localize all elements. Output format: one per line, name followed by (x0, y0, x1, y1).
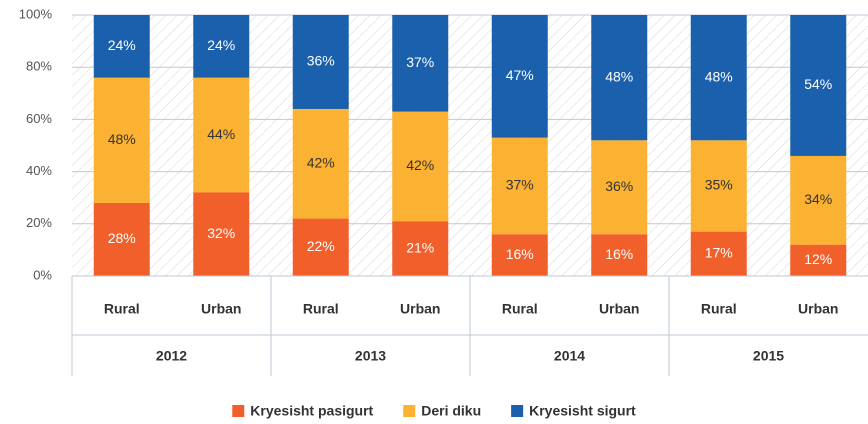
data-label: 42% (406, 157, 434, 173)
bar-segment (790, 15, 847, 156)
group-label: 2015 (753, 348, 784, 364)
bar-segment (392, 221, 449, 276)
x-tick-label: Rural (303, 301, 339, 317)
data-label: 16% (506, 246, 534, 262)
bar-segment (591, 234, 648, 276)
data-label: 24% (207, 37, 235, 53)
data-label: 17% (705, 245, 733, 261)
data-label: 28% (108, 230, 136, 246)
data-label: 12% (804, 251, 832, 267)
x-tick-label: Rural (502, 301, 538, 317)
bar-segment (790, 155, 847, 245)
data-label: 48% (705, 68, 733, 84)
x-tick-label: Rural (104, 301, 140, 317)
bar-segment (392, 111, 449, 222)
group-label: 2012 (156, 348, 187, 364)
group-label: 2013 (355, 348, 386, 364)
x-tick-label: Urban (599, 301, 639, 317)
x-tick-label: Urban (798, 301, 838, 317)
y-tick-label: 40% (26, 163, 52, 178)
x-tick-label: Urban (400, 301, 440, 317)
bar-segment (193, 77, 250, 193)
legend-swatch (511, 405, 524, 417)
x-tick-label: Rural (701, 301, 737, 317)
bar-segment (491, 137, 548, 235)
data-label: 22% (307, 238, 335, 254)
data-label: 21% (406, 239, 434, 255)
data-label: 35% (705, 177, 733, 193)
data-label: 37% (406, 54, 434, 70)
legend-label: Kryesisht sigurt (529, 403, 636, 419)
group-label: 2014 (554, 348, 585, 364)
bar-segment (93, 202, 150, 276)
bar-segment (491, 234, 548, 276)
plot-background (72, 15, 868, 276)
data-label: 32% (207, 225, 235, 241)
bar-segment (690, 231, 747, 276)
y-tick-label: 100% (19, 6, 53, 21)
y-tick-label: 20% (26, 215, 52, 230)
data-label: 47% (506, 67, 534, 83)
bar-segment (491, 15, 548, 138)
bar-segment (93, 15, 150, 78)
data-label: 42% (307, 154, 335, 170)
data-label: 48% (605, 68, 633, 84)
data-label: 54% (804, 76, 832, 92)
data-label: 48% (108, 131, 136, 147)
data-label: 36% (605, 178, 633, 194)
y-tick-label: 0% (33, 267, 52, 282)
bar-segment (292, 15, 349, 109)
bar-segment (292, 108, 349, 219)
x-tick-label: Urban (201, 301, 241, 317)
legend-label: Kryesisht pasigurt (250, 403, 373, 419)
y-tick-label: 60% (26, 111, 52, 126)
bar-segment (193, 192, 250, 276)
data-label: 16% (605, 246, 633, 262)
data-label: 44% (207, 126, 235, 142)
legend-swatch (232, 405, 245, 417)
bar-segment (392, 15, 449, 112)
data-label: 24% (108, 37, 136, 53)
y-tick-label: 80% (26, 59, 52, 74)
bar-segment (591, 140, 648, 235)
bar-segment (790, 244, 847, 276)
data-label: 36% (307, 53, 335, 69)
data-label: 37% (506, 177, 534, 193)
bar-segment (93, 77, 150, 203)
data-label: 34% (804, 191, 832, 207)
bar-segment (690, 140, 747, 232)
bar-segment (591, 15, 648, 141)
bar-segment (292, 218, 349, 276)
bar-segment (193, 15, 250, 78)
legend-label: Deri diku (421, 403, 481, 419)
bar-segment (690, 15, 747, 141)
legend-swatch (403, 405, 416, 417)
